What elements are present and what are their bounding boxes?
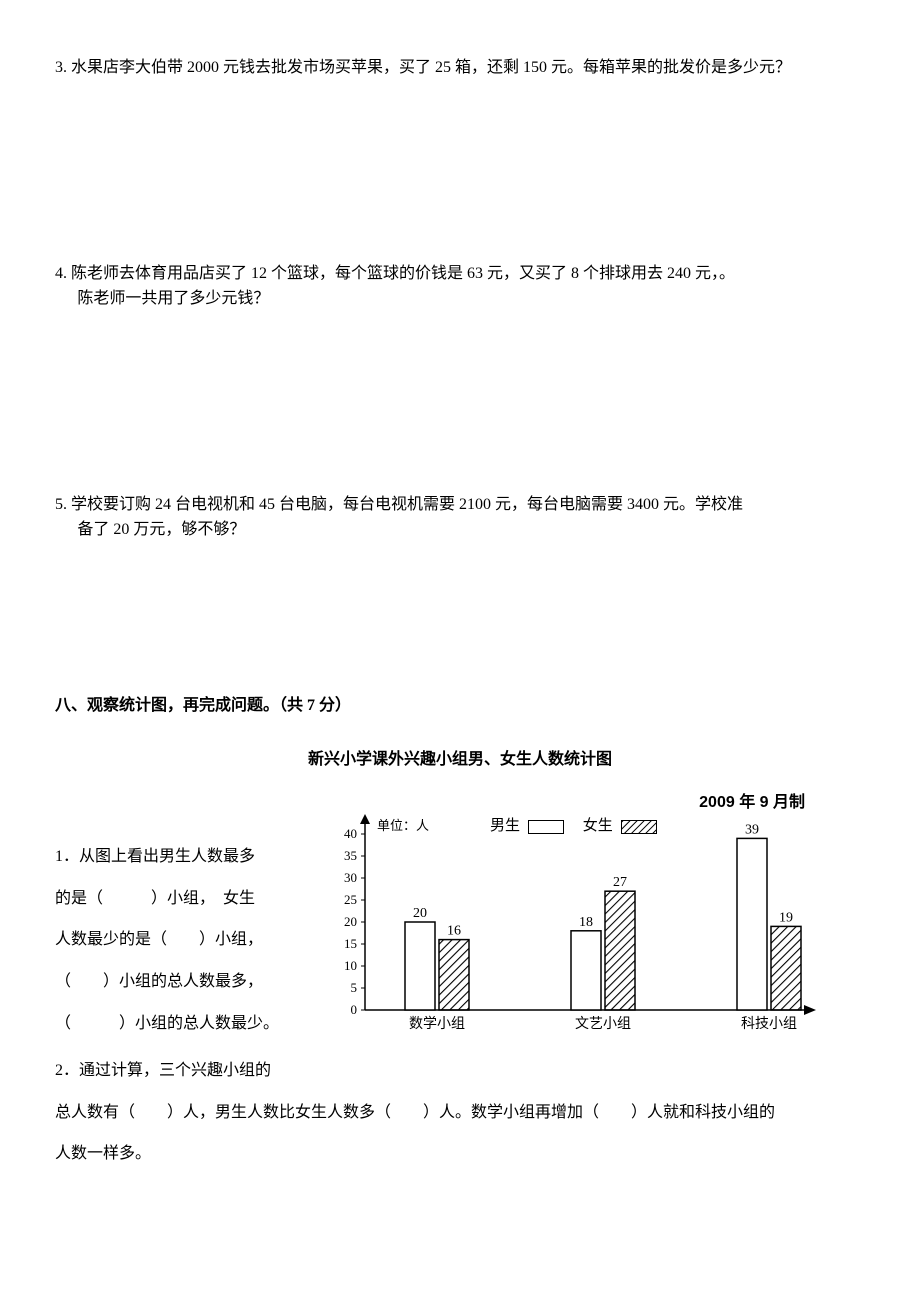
chart-area: 2009 年 9 月制 男生 女生 0 5 10 15 20 25 30 35 40 单位：人 20… <box>320 790 865 1044</box>
legend-male-label: 男生 <box>490 818 520 834</box>
q8-1e: （ ）小组的总人数最少。 <box>55 1003 310 1045</box>
svg-text:20: 20 <box>413 906 427 921</box>
svg-text:18: 18 <box>579 915 593 930</box>
chart-legend: 男生 女生 <box>490 814 661 838</box>
q5-text: 学校要订购 24 台电视机和 45 台电脑，每台电视机需要 2100 元，每台电… <box>71 496 743 513</box>
svg-text:数学小组: 数学小组 <box>409 1016 465 1032</box>
svg-text:30: 30 <box>344 870 357 885</box>
svg-text:40: 40 <box>344 826 357 841</box>
question-4: 4. 陈老师去体育用品店买了 12 个篮球，每个篮球的价钱是 63 元，又买了 … <box>55 261 865 312</box>
legend-male-swatch <box>528 820 564 834</box>
chart-date: 2009 年 9 月制 <box>699 790 805 816</box>
svg-text:10: 10 <box>344 958 357 973</box>
q4-text: 陈老师去体育用品店买了 12 个篮球，每个篮球的价钱是 63 元，又买了 8 个… <box>71 265 735 282</box>
bar-chart: 0 5 10 15 20 25 30 35 40 单位：人 20 16 数学小组 18 27 文艺小组 39 19… <box>320 808 820 1038</box>
q5-sub: 备了 20 万元，够不够？ <box>55 517 865 543</box>
q3-num: 3. <box>55 59 67 76</box>
svg-text:16: 16 <box>447 924 461 939</box>
svg-text:20: 20 <box>344 914 357 929</box>
chart-title: 新兴小学课外兴趣小组男、女生人数统计图 <box>55 747 865 773</box>
q4-num: 4. <box>55 265 67 282</box>
q5-num: 5. <box>55 496 67 513</box>
svg-text:39: 39 <box>745 823 759 838</box>
q8-1a: 1．从图上看出男生人数最多 <box>55 836 310 878</box>
question-3: 3. 水果店李大伯带 2000 元钱去批发市场买苹果，买了 25 箱，还剩 15… <box>55 55 865 81</box>
svg-text:科技小组: 科技小组 <box>741 1016 797 1032</box>
svg-text:35: 35 <box>344 848 357 863</box>
legend-female-label: 女生 <box>583 818 613 834</box>
q8-2a: 2．通过计算，三个兴趣小组的 <box>55 1050 865 1092</box>
svg-text:5: 5 <box>351 980 358 995</box>
q8-1c: 人数最少的是（ ）小组， <box>55 919 310 961</box>
q3-text: 水果店李大伯带 2000 元钱去批发市场买苹果，买了 25 箱，还剩 150 元… <box>71 59 791 76</box>
svg-text:25: 25 <box>344 892 357 907</box>
svg-text:15: 15 <box>344 936 357 951</box>
svg-text:单位：人: 单位：人 <box>377 818 429 833</box>
svg-text:0: 0 <box>351 1002 358 1017</box>
svg-text:27: 27 <box>613 875 627 890</box>
question-5: 5. 学校要订购 24 台电视机和 45 台电脑，每台电视机需要 2100 元，… <box>55 492 865 543</box>
svg-text:文艺小组: 文艺小组 <box>575 1016 631 1032</box>
chart-wrap: 1．从图上看出男生人数最多 的是（ ）小组， 女生 人数最少的是（ ）小组， （… <box>55 790 865 1044</box>
q8-2b: 总人数有（ ）人，男生人数比女生人数多（ ）人。数学小组再增加（ ）人就和科技小… <box>55 1092 865 1134</box>
section-8-title: 八、观察统计图，再完成问题。（共 7 分） <box>55 693 865 719</box>
q4-sub: 陈老师一共用了多少元钱？ <box>55 286 865 312</box>
question-8-2-text: 2．通过计算，三个兴趣小组的 总人数有（ ）人，男生人数比女生人数多（ ）人。数… <box>55 1050 865 1175</box>
svg-text:19: 19 <box>779 911 793 926</box>
q8-1b: 的是（ ）小组， 女生 <box>55 878 310 920</box>
hatch-icon <box>622 821 657 834</box>
question-8-1-text: 1．从图上看出男生人数最多 的是（ ）小组， 女生 人数最少的是（ ）小组， （… <box>55 790 310 1044</box>
q8-1d: （ ）小组的总人数最多， <box>55 961 310 1003</box>
q8-2c: 人数一样多。 <box>55 1133 865 1175</box>
legend-female-swatch <box>621 820 657 834</box>
